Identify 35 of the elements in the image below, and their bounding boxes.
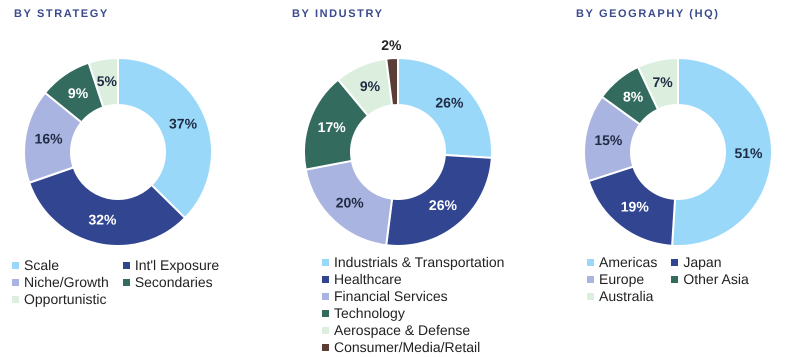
data-label: 8% (622, 88, 644, 105)
data-label: 9% (68, 84, 89, 101)
legend-label: Europe (599, 271, 644, 288)
legend-label: Opportunistic (24, 291, 106, 308)
data-label: 5% (96, 73, 118, 90)
chart-title: BY INDUSTRY (292, 8, 384, 20)
legend-label: Japan (683, 254, 722, 271)
legend-label: Int'l Exposure (134, 257, 220, 274)
legend-label: Healthcare (334, 271, 402, 288)
data-label: 17% (318, 118, 346, 135)
legend-label: Scale (24, 257, 60, 274)
chart-title: BY STRATEGY (14, 8, 109, 20)
legend-label: Technology (334, 305, 405, 322)
data-label: 15% (594, 132, 623, 148)
data-label: 2% (381, 37, 402, 54)
data-label: 19% (620, 198, 650, 215)
chart-title: BY GEOGRAPHY (HQ) (576, 8, 720, 20)
legend-label: Niche/Growth (24, 274, 109, 291)
legend-label: Aerospace & Defense (334, 322, 470, 339)
data-label: 9% (360, 78, 381, 94)
data-label: 16% (34, 130, 64, 147)
legend-label: Australia (599, 288, 654, 305)
data-label: 26% (428, 197, 458, 214)
legend-label: Secondaries (134, 274, 213, 291)
legend-label: Consumer/Media/Retail (334, 339, 480, 356)
data-label: 20% (336, 194, 364, 210)
data-label: 32% (88, 212, 118, 228)
legend-label: Financial Services (334, 288, 448, 305)
data-label: 26% (435, 94, 464, 111)
data-label: 51% (734, 145, 764, 162)
legend-label: Other Asia (683, 271, 749, 288)
legend-label: Industrials & Transportation (334, 254, 504, 271)
data-label: 37% (169, 116, 198, 132)
legend-label: Americas (599, 254, 658, 271)
data-label: 7% (652, 74, 674, 90)
